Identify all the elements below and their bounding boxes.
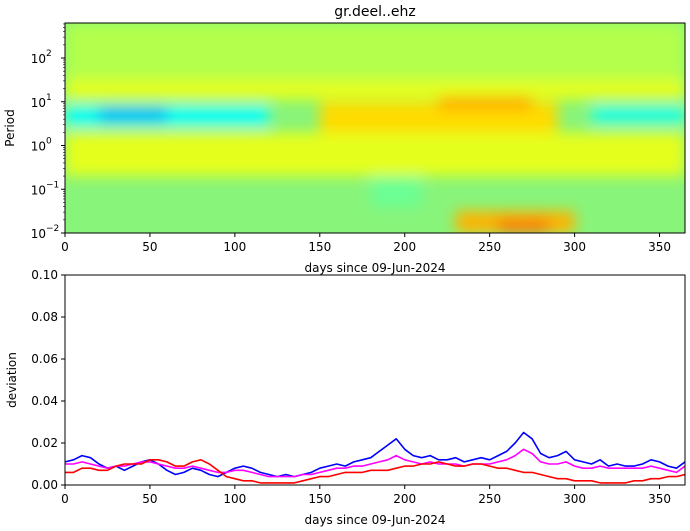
heatmap-y-axis-label: Period xyxy=(3,109,17,146)
x-tick-label: 150 xyxy=(308,240,331,254)
heatmap-patch xyxy=(65,132,685,177)
heatmap-panel: gr.deel..ehz 0 50 100 150 200 250 300 350 10 −21… xyxy=(3,4,686,275)
heatmap-x-axis: 0 50 100 150 200 250 300 350 xyxy=(61,233,671,254)
x-tick-label: 250 xyxy=(478,492,501,506)
y-tick-label: 10 xyxy=(31,96,46,110)
y-tick-label: 10 xyxy=(31,52,46,66)
y-tick-label: 10 xyxy=(31,183,46,197)
x-tick-label: 350 xyxy=(648,492,671,506)
y-tick-label: 0.08 xyxy=(31,310,58,324)
y-tick-exponent: −1 xyxy=(46,180,59,190)
x-tick-label: 100 xyxy=(223,240,246,254)
x-tick-label: 50 xyxy=(142,492,157,506)
line-frame xyxy=(64,274,686,486)
y-tick-label: 0.00 xyxy=(31,478,58,492)
heatmap-frame xyxy=(64,22,686,234)
y-tick-exponent: −2 xyxy=(46,224,59,234)
x-tick-label: 200 xyxy=(393,492,416,506)
y-tick-label: 0.02 xyxy=(31,436,58,450)
y-tick-label: 0.06 xyxy=(31,352,58,366)
y-tick-label: 0.04 xyxy=(31,394,58,408)
y-tick-label: 0.10 xyxy=(31,268,58,282)
heatmap-patch xyxy=(65,23,685,80)
x-tick-label: 0 xyxy=(61,240,69,254)
heatmap-x-axis-label: days since 09-Jun-2024 xyxy=(304,261,445,275)
line-panel: 0 50 100 150 200 250 300 350 0.000.020.040.060.… xyxy=(5,268,686,527)
y-tick-label: 10 xyxy=(31,227,46,241)
heatmap-patch xyxy=(591,106,685,124)
x-tick-label: 50 xyxy=(142,240,157,254)
heatmap-patch xyxy=(438,97,533,109)
heatmap-patch xyxy=(98,108,167,122)
heatmap-patches xyxy=(65,23,685,233)
x-tick-label: 300 xyxy=(563,240,586,254)
x-tick-label: 350 xyxy=(648,240,671,254)
heatmap-patch xyxy=(498,219,550,233)
y-tick-exponent: 0 xyxy=(46,137,52,147)
series-line-red xyxy=(65,458,685,484)
x-tick-label: 150 xyxy=(308,492,331,506)
x-tick-label: 0 xyxy=(61,492,69,506)
x-tick-label: 250 xyxy=(478,240,501,254)
line-y-axis-label: deviation xyxy=(5,352,19,408)
line-x-axis-label: days since 09-Jun-2024 xyxy=(304,513,445,527)
heatmap-patch xyxy=(65,79,685,100)
y-tick-exponent: 2 xyxy=(46,49,52,59)
x-tick-label: 200 xyxy=(393,240,416,254)
series-line-magenta xyxy=(65,448,685,478)
x-tick-label: 300 xyxy=(563,492,586,506)
y-tick-label: 10 xyxy=(31,140,46,154)
deviation-series xyxy=(65,431,685,484)
line-y-axis: 0.00 0.02 0.04 0.06 0.08 0.10 xyxy=(31,268,65,492)
x-tick-label: 100 xyxy=(223,492,246,506)
y-tick-exponent: 1 xyxy=(46,93,52,103)
heatmap-field xyxy=(65,23,685,233)
chart-title: gr.deel..ehz xyxy=(334,4,416,20)
series-line-blue xyxy=(65,431,685,478)
line-x-axis: 0 50 100 150 200 250 300 350 xyxy=(61,485,671,506)
heatmap-patch xyxy=(370,171,422,207)
